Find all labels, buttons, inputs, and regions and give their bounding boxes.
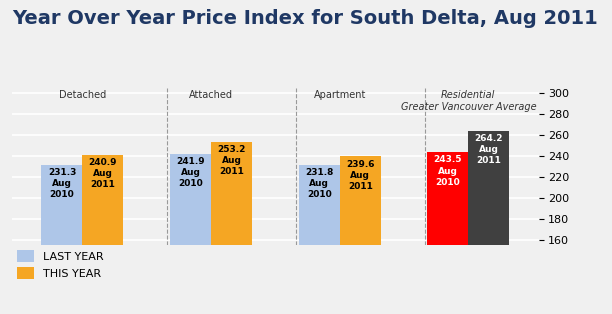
Text: Apartment: Apartment (313, 90, 366, 100)
Bar (468, 131, 509, 245)
Bar (83, 155, 124, 245)
Bar (299, 165, 340, 245)
Text: Attached: Attached (189, 90, 233, 100)
Text: Residential
Greater Vancouver Average: Residential Greater Vancouver Average (401, 90, 536, 111)
Text: Detached: Detached (59, 90, 106, 100)
Text: 241.9
Aug
2010: 241.9 Aug 2010 (176, 157, 205, 188)
Bar (211, 142, 252, 245)
Text: 239.6
Aug
2011: 239.6 Aug 2011 (346, 160, 375, 191)
Bar (170, 154, 211, 245)
Bar (340, 156, 381, 245)
Text: Year Over Year Price Index for South Delta, Aug 2011: Year Over Year Price Index for South Del… (12, 9, 598, 29)
Text: 264.2
Aug
2011: 264.2 Aug 2011 (474, 134, 503, 165)
Text: 240.9
Aug
2011: 240.9 Aug 2011 (89, 158, 117, 189)
Legend: LAST YEAR, THIS YEAR: LAST YEAR, THIS YEAR (12, 246, 108, 283)
Text: 253.2
Aug
2011: 253.2 Aug 2011 (217, 145, 246, 176)
Bar (42, 165, 83, 245)
Text: 243.5
Aug
2010: 243.5 Aug 2010 (434, 155, 462, 187)
Text: 231.3
Aug
2010: 231.3 Aug 2010 (48, 168, 76, 199)
Bar (427, 152, 468, 245)
Text: 231.8
Aug
2010: 231.8 Aug 2010 (305, 168, 334, 199)
